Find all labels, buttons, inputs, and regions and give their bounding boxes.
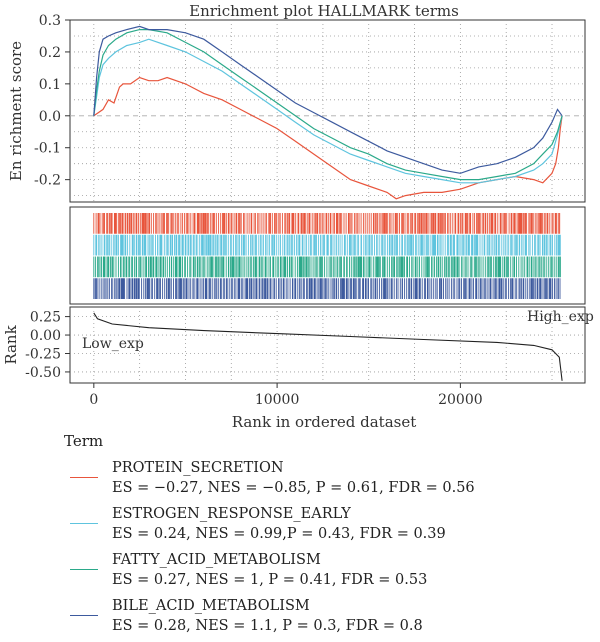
high-exp-label: High_exp — [527, 309, 594, 325]
legend-swatch — [70, 523, 98, 524]
chart-title: Enrichment plot HALLMARK terms — [189, 2, 459, 20]
es-curve-estrogen-response-early — [93, 38, 563, 184]
legend-item-estrogen-response-early: ESTROGEN_RESPONSE_EARLY ES = 0.24, NES =… — [64, 504, 594, 546]
rank-y-tick-label: -0.25 — [25, 346, 61, 362]
legend-swatch — [70, 477, 98, 478]
legend-item-fatty-acid-metabolism: FATTY_ACID_METABOLISM ES = 0.27, NES = 1… — [64, 550, 594, 592]
rank-axis-label: Rank — [2, 324, 20, 364]
hit-band-estrogen-response-early — [93, 234, 561, 256]
es-y-tick-label: 0.2 — [39, 45, 61, 61]
es-y-tick-label: 0.1 — [39, 77, 61, 93]
legend: Term PROTEIN_SECRETION ES = −0.27, NES =… — [64, 432, 594, 642]
x-tick-label: 0 — [89, 392, 98, 408]
es-y-tick-label: 0.0 — [39, 109, 61, 125]
x-tick-label: 20000 — [438, 392, 483, 408]
rank-y-tick-label: 0.00 — [30, 328, 61, 344]
es-y-tick-label: 0.3 — [39, 13, 61, 29]
legend-swatch — [70, 615, 98, 616]
low-exp-label: Low_exp — [82, 336, 144, 352]
es-curve-fatty-acid-metabolism — [93, 29, 563, 181]
legend-term-stats: ES = 0.24, NES = 0.99,P = 0.43, FDR = 0.… — [112, 526, 446, 542]
es-y-tick-label: -0.2 — [34, 173, 61, 189]
legend-swatch — [70, 569, 98, 570]
legend-term-stats: ES = 0.27, NES = 1, P = 0.41, FDR = 0.53 — [112, 572, 428, 588]
es-curve-bile-acid-metabolism — [93, 25, 563, 174]
es-curve-protein-secretion — [93, 76, 563, 200]
es-axis-label: En richment score — [7, 41, 25, 181]
legend-item-bile-acid-metabolism: BILE_ACID_METABOLISM ES = 0.28, NES = 1.… — [64, 596, 594, 638]
x-tick-label: 10000 — [255, 392, 300, 408]
es-panel-frame — [69, 19, 586, 203]
legend-term-stats: ES = −0.27, NES = −0.85, P = 0.61, FDR =… — [112, 480, 475, 496]
x-axis-label: Rank in ordered dataset — [232, 413, 417, 431]
ranked-metric-curve — [93, 312, 563, 381]
legend-title: Term — [64, 432, 104, 450]
hit-band-fatty-acid-metabolism — [93, 256, 561, 278]
legend-term-name: ESTROGEN_RESPONSE_EARLY — [112, 506, 351, 522]
legend-term-name: PROTEIN_SECRETION — [112, 460, 284, 476]
hit-band-bile-acid-metabolism — [93, 278, 561, 299]
legend-item-protein-secretion: PROTEIN_SECRETION ES = −0.27, NES = −0.8… — [64, 458, 594, 500]
es-y-tick-label: -0.1 — [34, 141, 61, 157]
legend-term-name: BILE_ACID_METABOLISM — [112, 598, 310, 614]
legend-term-stats: ES = 0.28, NES = 1.1, P = 0.3, FDR = 0.8 — [112, 618, 423, 634]
rank-y-tick-label: -0.50 — [25, 365, 61, 381]
legend-term-name: FATTY_ACID_METABOLISM — [112, 552, 321, 568]
rank-panel-frame — [69, 306, 586, 384]
rank-y-tick-label: 0.25 — [30, 310, 61, 326]
enrichment-plot: Enrichment plot HALLMARK terms -0.2 -0.1 0… — [2, 2, 594, 431]
hit-band-protein-secretion — [93, 213, 561, 234]
